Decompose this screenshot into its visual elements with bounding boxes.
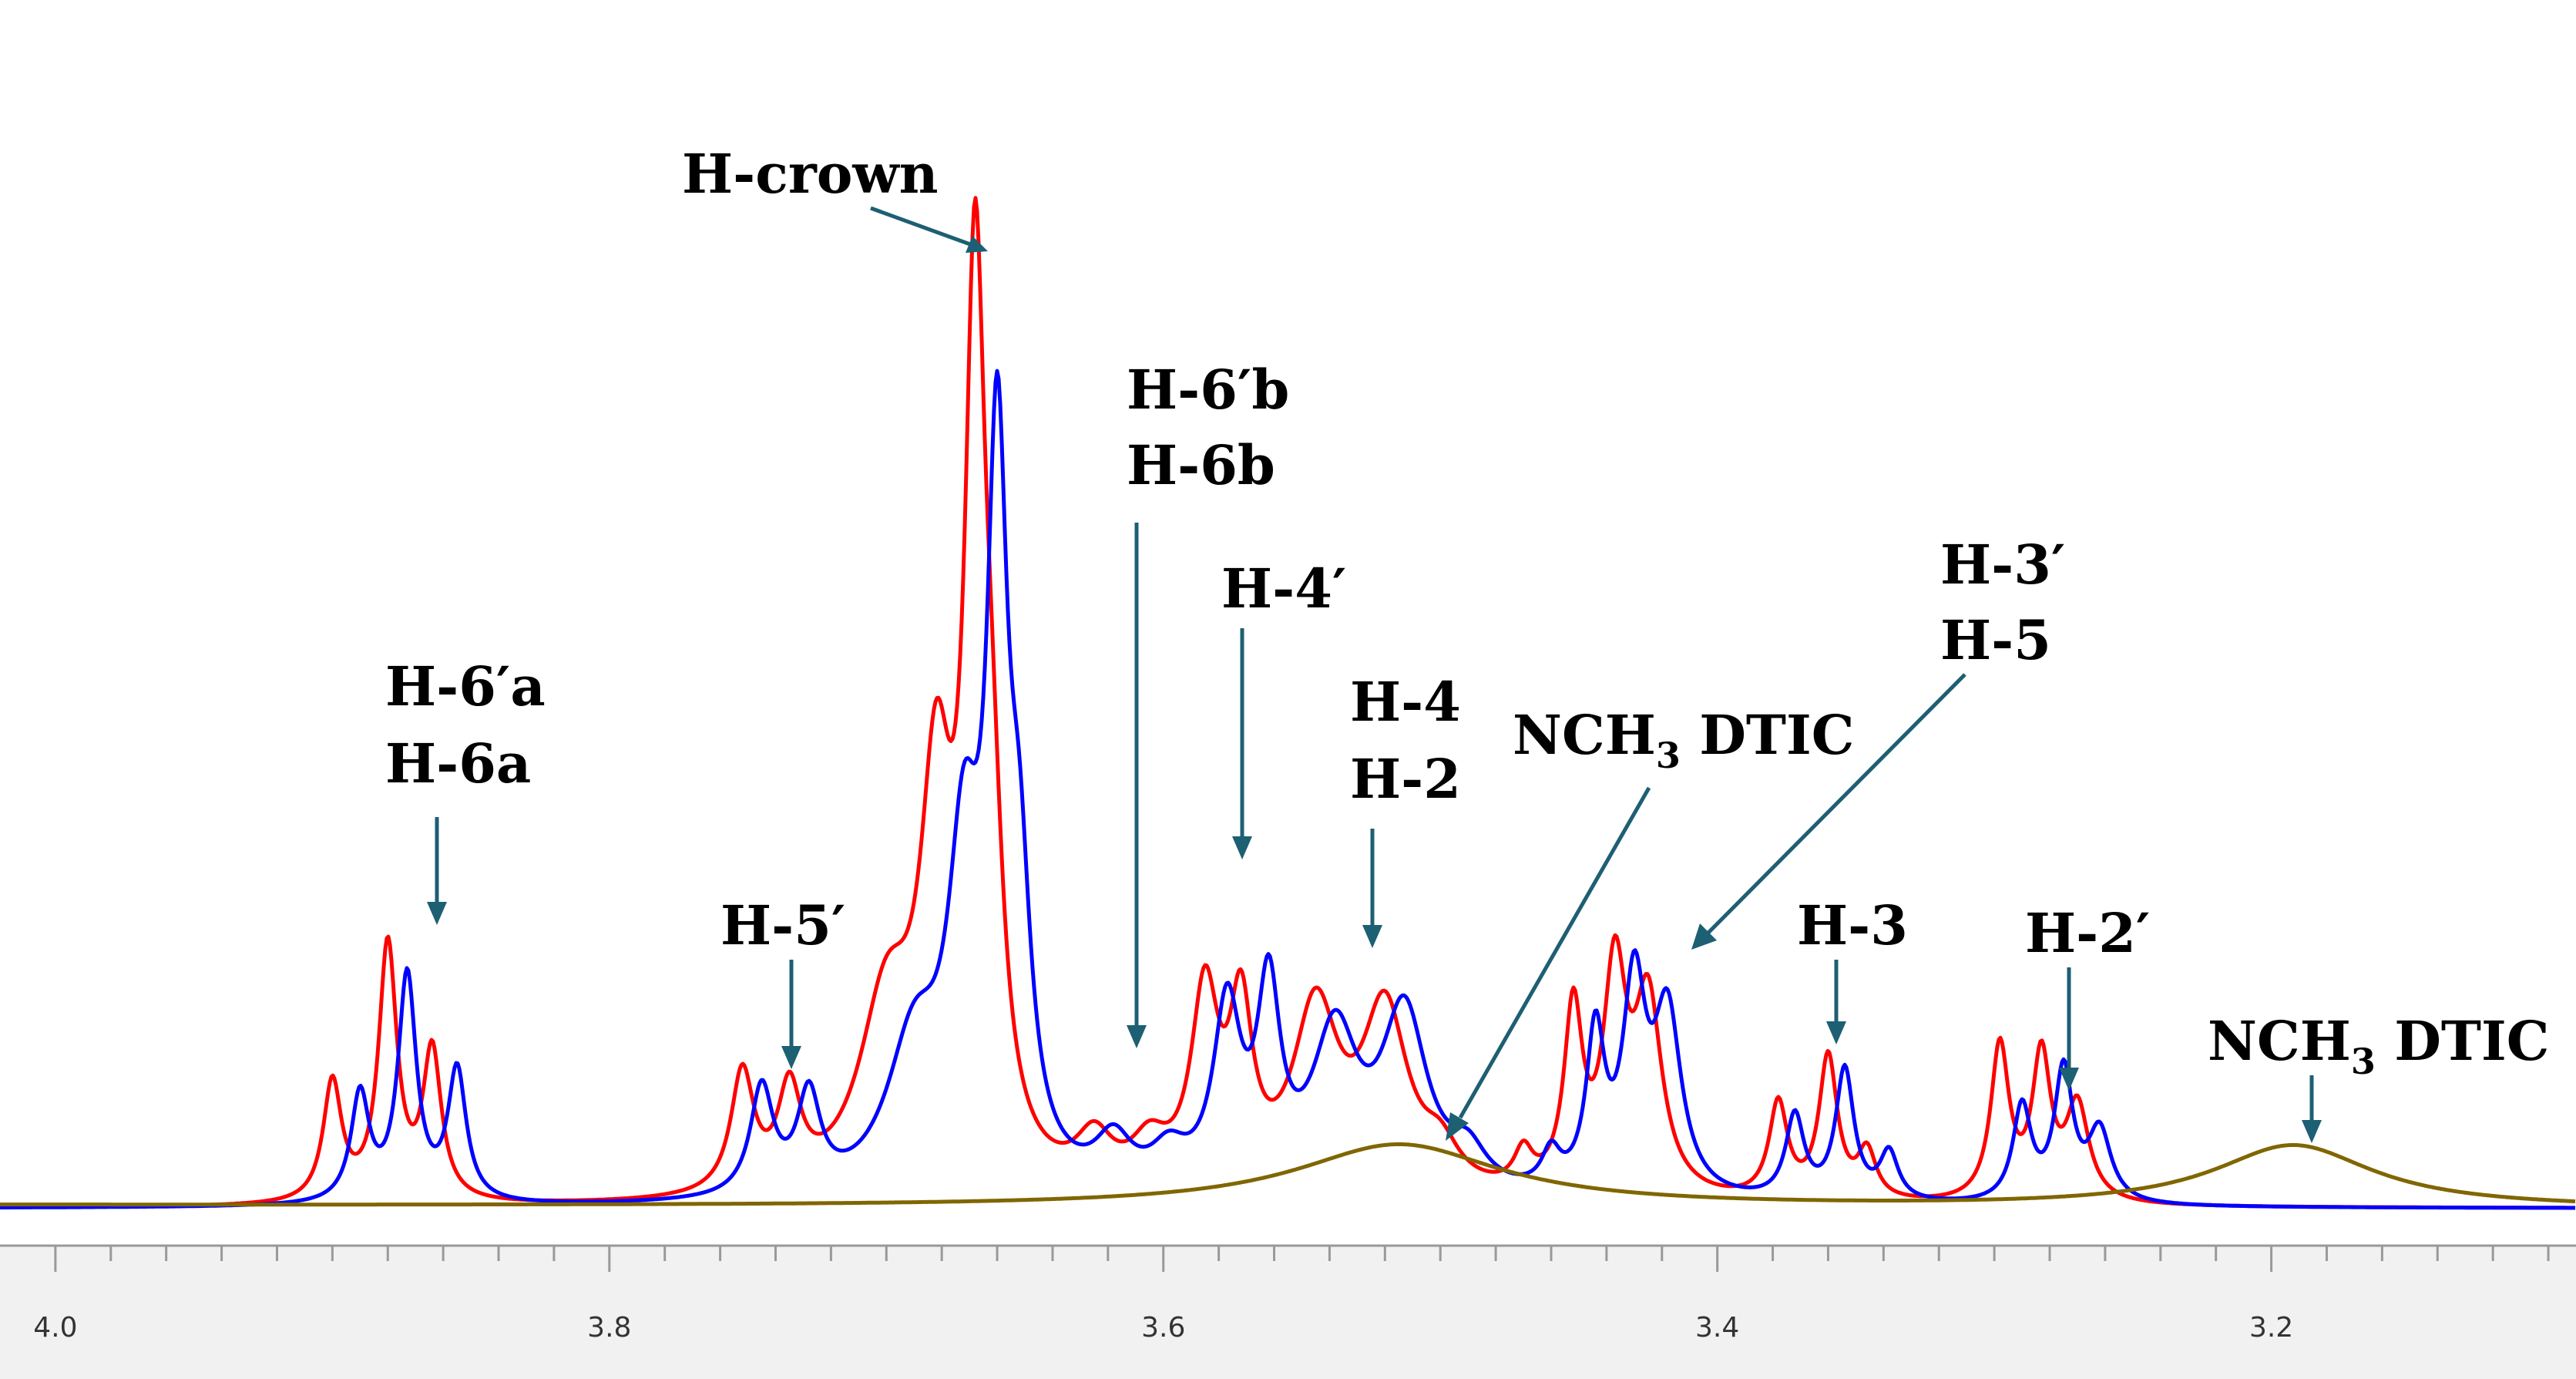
label-nch3-dtic-1-base: NCH (1513, 703, 1656, 767)
arrowhead-h-4prime (1232, 836, 1252, 859)
x-tick-label: 3.4 (1695, 1312, 1739, 1344)
label-h-6a-line2: H-6a (385, 732, 531, 795)
arrowhead-h-3prime (1691, 923, 1717, 950)
label-h-5prime: H-5′ (720, 893, 845, 957)
label-h-6a-line1: H-6′a (385, 654, 546, 718)
annotation-arrows (427, 206, 2322, 1143)
annotation-labels: H-crown H-6′b H-6b H-4′ H-6′a H-6a H-4 H… (385, 142, 2549, 1082)
x-axis-ticks: 4.0 3.8 3.6 3.4 3.2 (33, 1246, 2550, 1344)
arrowhead-nch3-dtic-2 (2302, 1120, 2322, 1143)
arrowhead-h-4 (1362, 925, 1382, 948)
label-h-6b-line2: H-6b (1127, 433, 1275, 497)
x-tick-label: 4.0 (33, 1312, 77, 1344)
label-nch3-dtic-2-rest: DTIC (2376, 1009, 2550, 1073)
spectrum-line-2 (0, 1142, 2576, 1207)
label-nch3-dtic-2-base: NCH (2208, 1009, 2351, 1073)
label-h-4-line1: H-4 (1350, 670, 1461, 734)
x-tick-label: 3.8 (587, 1312, 631, 1344)
x-tick-label: 3.6 (1141, 1312, 1185, 1344)
label-h-4prime: H-4′ (1221, 557, 1346, 621)
label-h-3prime-line2: H-5 (1940, 608, 2051, 672)
label-h-6b-line1: H-6′b (1127, 358, 1289, 422)
spectrum-line-1 (0, 368, 2576, 1210)
label-nch3-dtic-1: NCH3 DTIC (1513, 703, 1854, 776)
label-h-3: H-3 (1797, 893, 1908, 957)
spectrum-series (0, 196, 2576, 1210)
label-nch3-dtic-2: NCH3 DTIC (2208, 1009, 2549, 1082)
label-h-3prime-line1: H-3′ (1940, 533, 2065, 597)
x-tick-label: 3.2 (2249, 1312, 2293, 1344)
label-nch3-dtic-2-sub: 3 (2351, 1041, 2376, 1082)
arrowhead-h-crown (966, 236, 988, 253)
arrow-h-3prime (1705, 673, 1966, 936)
arrowhead-h-2prime (2059, 1068, 2079, 1091)
arrowhead-h-6a (427, 902, 447, 925)
arrowhead-h-5prime (781, 1046, 801, 1069)
label-h-crown: H-crown (682, 142, 939, 206)
x-axis-band (0, 1246, 2576, 1379)
label-h-4-line2: H-2 (1350, 747, 1461, 811)
arrowhead-h-6b (1127, 1025, 1147, 1048)
label-nch3-dtic-1-sub: 3 (1656, 735, 1681, 776)
arrow-nch3-dtic-1 (1458, 786, 1651, 1119)
arrowhead-nch3-dtic-1 (1446, 1112, 1469, 1141)
arrow-h-crown (870, 206, 973, 247)
label-nch3-dtic-1-rest: DTIC (1681, 703, 1855, 767)
arrowhead-h-3 (1826, 1021, 1846, 1044)
label-h-2prime: H-2′ (2025, 901, 2150, 965)
